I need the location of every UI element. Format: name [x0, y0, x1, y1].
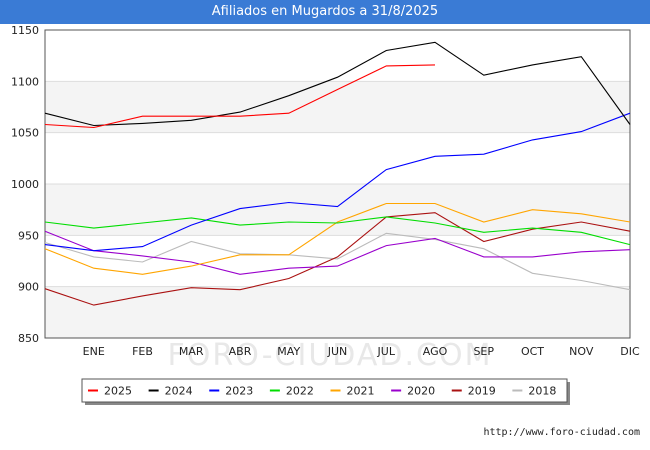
title-bar: [0, 0, 650, 24]
y-tick-label: 950: [18, 229, 39, 242]
x-tick-label: MAY: [277, 345, 300, 358]
legend-label: 2019: [468, 385, 496, 398]
legend-label: 2025: [104, 385, 132, 398]
series-line-2019: [44, 212, 631, 306]
series-line-2020: [44, 230, 631, 275]
plot-frame: [44, 29, 631, 339]
x-tick-label: SEP: [473, 345, 494, 358]
x-tick-label: AGO: [423, 345, 448, 358]
x-tick-label: DIC: [620, 345, 640, 358]
legend-label: 2022: [286, 385, 314, 398]
y-tick-label: 1100: [11, 75, 39, 88]
y-tick-label: 850: [18, 332, 39, 345]
series-line-2018: [44, 232, 631, 291]
x-tick-label: JUL: [377, 345, 396, 358]
legend-label: 2020: [407, 385, 435, 398]
plot-band: [45, 286, 630, 338]
legend-label: 2023: [225, 385, 253, 398]
y-tick-label: 1050: [11, 127, 39, 140]
y-tick-label: 1000: [11, 178, 39, 191]
legend-box: [81, 378, 568, 403]
y-tick-label: 1150: [11, 24, 39, 37]
x-tick-label: ABR: [229, 345, 252, 358]
series-line-2022: [44, 216, 631, 246]
series-line-2021: [44, 202, 631, 275]
x-tick-label: ENE: [83, 345, 105, 358]
series-line-2024: [44, 41, 631, 127]
x-tick-label: FEB: [132, 345, 153, 358]
series-line-2023: [44, 112, 631, 252]
x-tick-label: NOV: [569, 345, 594, 358]
x-tick-label: MAR: [179, 345, 204, 358]
legend-label: 2018: [528, 385, 556, 398]
chart-title: Afiliados en Mugardos a 31/8/2025: [211, 4, 439, 19]
legend-label: 2021: [347, 385, 375, 398]
source-credit: http://www.foro-ciudad.com: [483, 427, 640, 438]
series-line-2025: [44, 64, 436, 129]
watermark: FORO-CIUDAD.COM: [168, 338, 493, 373]
x-tick-label: JUN: [327, 345, 348, 358]
legend-label: 2024: [165, 385, 193, 398]
y-tick-label: 900: [18, 281, 39, 294]
x-tick-label: OCT: [521, 345, 544, 358]
